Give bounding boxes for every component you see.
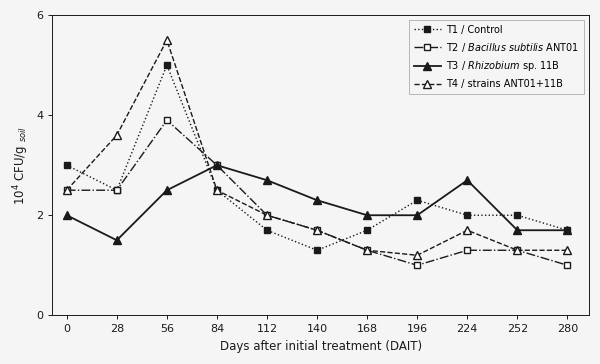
Legend: T1 / Control, T2 / $\it{Bacillus\ subtilis}$ ANT01, T3 / $\it{Rhizobium}$ sp. 11: T1 / Control, T2 / $\it{Bacillus\ subtil… [409, 20, 584, 94]
X-axis label: Days after initial treatment (DAIT): Days after initial treatment (DAIT) [220, 340, 422, 353]
Y-axis label: $10^{4}$ CFU/g $_{soil}$: $10^{4}$ CFU/g $_{soil}$ [11, 126, 31, 205]
